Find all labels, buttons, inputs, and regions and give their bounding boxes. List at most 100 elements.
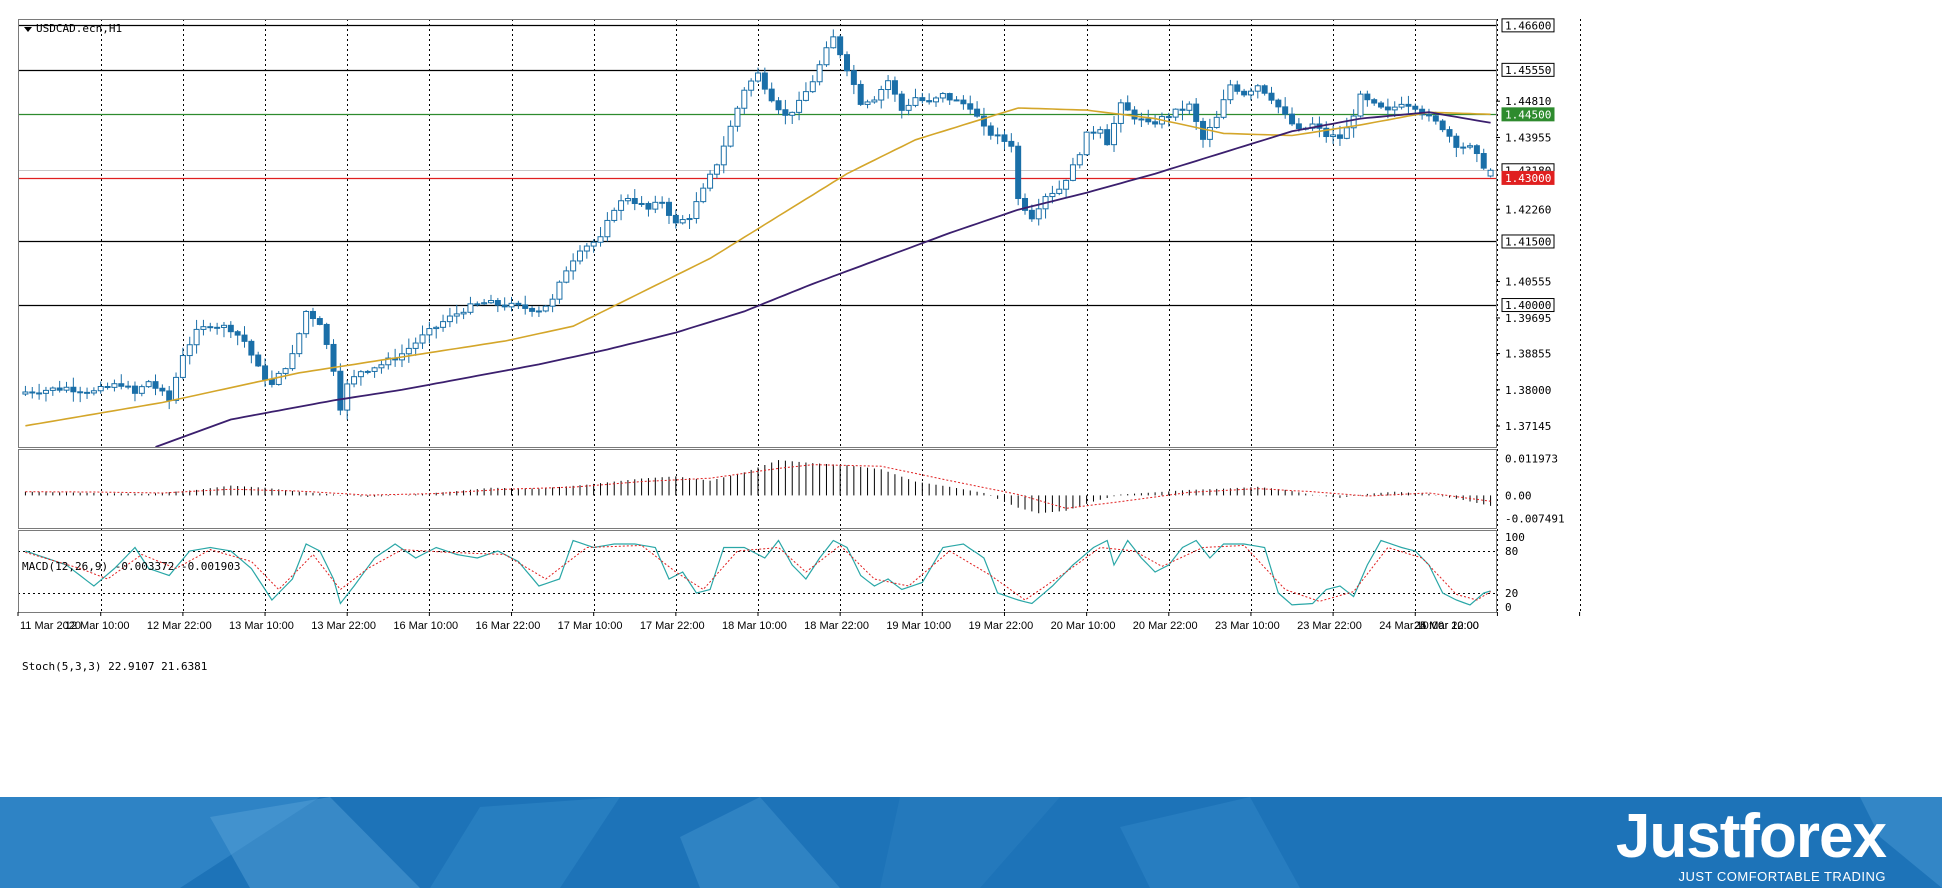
candle (830, 29, 837, 49)
candle (316, 316, 323, 326)
candle (1056, 180, 1063, 196)
time-label: 17 Mar 10:00 (558, 620, 623, 632)
candle (741, 87, 748, 114)
candle (802, 82, 809, 102)
candle-body-up (1220, 99, 1227, 118)
candle (337, 363, 344, 416)
candle-body-down (152, 381, 159, 389)
candle-body-up (467, 303, 474, 313)
price-label: 1.42260 (1505, 203, 1551, 216)
candle (1138, 112, 1145, 128)
candle-body-down (1200, 120, 1207, 140)
candle-body-down (1165, 116, 1172, 119)
candle (1111, 116, 1118, 152)
candle-body-down (309, 310, 316, 320)
time-label: 13 Mar 10:00 (229, 620, 294, 632)
candle (576, 245, 583, 265)
stoch-axis-label: 100 (1505, 531, 1525, 544)
candle (104, 382, 111, 390)
candle-body-down (159, 387, 166, 392)
candle-body-up (604, 219, 611, 238)
candle-body-up (1391, 106, 1398, 111)
price-label: 1.37145 (1505, 420, 1551, 433)
price-tag (1501, 298, 1555, 313)
candle (138, 384, 145, 397)
candle (173, 372, 180, 404)
candle-body-up (1487, 169, 1494, 177)
candle (604, 212, 611, 242)
candle (529, 306, 536, 317)
candle (1453, 133, 1460, 158)
candle-body-down (1384, 106, 1391, 111)
candle-body-up (618, 200, 625, 211)
candle-body-down (1432, 115, 1439, 122)
brand-tagline: JUST COMFORTABLE TRADING (1678, 869, 1886, 884)
candle-body-up (296, 333, 303, 355)
candle-body-down (672, 214, 679, 224)
candle (1405, 95, 1412, 114)
candle (960, 95, 967, 110)
stoch-axis-label: 0 (1505, 601, 1512, 614)
candle (1268, 86, 1275, 105)
candle-body-down (665, 201, 672, 216)
candle-body-up (700, 187, 707, 203)
candle-body-up (1097, 129, 1104, 134)
stoch-signal-line (25, 544, 1491, 602)
candle-body-down (659, 201, 666, 204)
candle-body-up (1467, 145, 1474, 148)
candle (775, 97, 782, 115)
candle-body-up (364, 370, 371, 373)
candle (371, 366, 378, 378)
candle (1446, 126, 1453, 143)
candle-body-down (1104, 129, 1111, 146)
moving-average-fast-line (25, 107, 1491, 427)
candle-body-down (1405, 103, 1412, 107)
candle (501, 297, 508, 311)
candle-body-up (344, 383, 351, 411)
candle (891, 76, 898, 102)
price-label: 1.38855 (1505, 348, 1551, 361)
candle (597, 227, 604, 247)
candle (1063, 179, 1070, 198)
time-label: 11 Mar 2020 (20, 620, 81, 632)
price-label: 1.40000 (1505, 299, 1551, 312)
candle-body-up (563, 270, 570, 283)
branding-banner: Justforex JUST COMFORTABLE TRADING (0, 797, 1942, 888)
candle-body-down (919, 97, 926, 102)
candle (357, 370, 364, 386)
panel-titles: USDCAD.ecn,H1 MACD(12,26,9) -0.003372 -0… (22, 22, 241, 673)
time-label: 16 Mar 10:00 (393, 620, 458, 632)
candle-body-up (1330, 134, 1337, 138)
candle (446, 307, 453, 328)
candle-body-down (1008, 140, 1015, 147)
candle-body-down (1378, 102, 1385, 108)
candle (159, 384, 166, 396)
candle (378, 360, 385, 374)
candle-body-up (1343, 127, 1350, 139)
candle (186, 336, 193, 365)
candle-body-up (145, 381, 152, 388)
time-label: 25 Mar 10:00 (1414, 620, 1479, 632)
candle (70, 377, 77, 402)
candle (1261, 84, 1268, 96)
candle-body-down (1371, 99, 1378, 104)
candle-body-down (1453, 135, 1460, 148)
candle-body-up (220, 324, 227, 328)
collapse-arrow-icon[interactable] (24, 27, 32, 32)
candle-body-up (357, 371, 364, 378)
candle-body-down (1090, 131, 1097, 134)
candle (1076, 152, 1083, 169)
candle-body-up (179, 355, 186, 378)
candle (1364, 90, 1371, 107)
stoch-axis-label: 80 (1505, 545, 1518, 558)
price-label: 1.43955 (1505, 131, 1551, 144)
candle (1439, 119, 1446, 133)
stoch-main-line (25, 539, 1491, 606)
candle-body-up (1398, 103, 1405, 108)
candle (844, 51, 851, 77)
time-label: 12 Mar 10:00 (65, 620, 130, 632)
candle-body-down (850, 70, 857, 85)
time-label: 19 Mar 22:00 (968, 620, 1033, 632)
candle (227, 321, 234, 338)
candle (97, 381, 104, 394)
